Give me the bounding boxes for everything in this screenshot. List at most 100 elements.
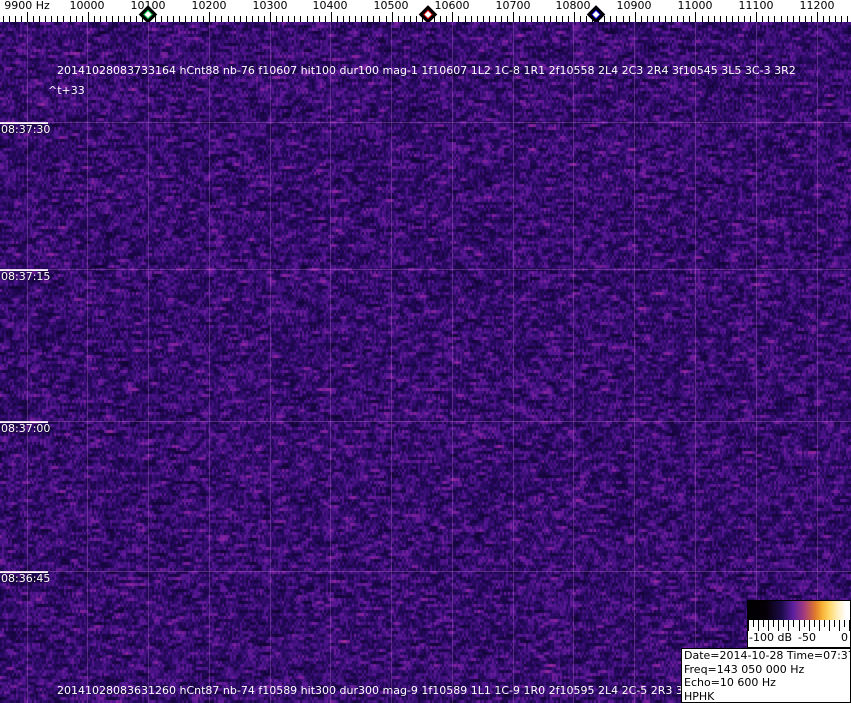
freq-tick-minor: [386, 16, 387, 22]
freq-tick-minor: [659, 16, 660, 22]
freq-tick-label: 10400: [312, 0, 348, 12]
info-station: HPHK: [684, 689, 715, 703]
freq-tick-minor: [465, 16, 466, 22]
freq-tick-minor: [671, 16, 672, 22]
freq-tick-minor: [221, 16, 222, 22]
freq-tick-minor: [507, 16, 508, 22]
frequency-axis: 9900 Hz100001010010200103001040010500106…: [0, 0, 851, 22]
freq-tick-minor: [744, 16, 745, 22]
colorbar-tick: [849, 620, 850, 631]
freq-tick-label: 10300: [252, 0, 288, 12]
freq-tick-minor: [161, 16, 162, 22]
freq-tick-minor: [337, 16, 338, 22]
waterfall-plot[interactable]: 20141028083733164 hCnt88 nb-76 f10607 hi…: [0, 22, 851, 703]
freq-tick-minor: [726, 16, 727, 22]
freq-tick-minor: [106, 16, 107, 22]
colorbar-tick: [839, 620, 840, 631]
vertical-gridline: [330, 22, 331, 703]
colorbar-ticks: [748, 620, 850, 631]
freq-tick-minor: [45, 16, 46, 22]
freq-tick-minor: [3, 16, 4, 22]
freq-tick-minor: [355, 16, 356, 22]
freq-tick-minor: [641, 16, 642, 22]
freq-tick-minor: [750, 16, 751, 22]
freq-tick-minor: [835, 16, 836, 22]
colorbar-legend: -100 dB -50 0: [747, 600, 851, 648]
freq-tick-label: 10700: [495, 0, 531, 12]
freq-tick-minor: [708, 16, 709, 22]
freq-tick-minor: [319, 16, 320, 22]
vertical-gridline: [817, 22, 818, 703]
time-axis-label: 08:37:15: [1, 270, 51, 283]
colorbar-tick: [814, 620, 815, 627]
freq-tick-minor: [288, 16, 289, 22]
freq-tick-minor: [811, 16, 812, 22]
freq-tick-minor: [799, 16, 800, 22]
freq-tick-label: 10600: [434, 0, 470, 12]
freq-tick-minor: [367, 16, 368, 22]
freq-tick-minor: [471, 16, 472, 22]
vertical-gridline: [27, 22, 28, 703]
freq-tick-minor: [179, 16, 180, 22]
freq-tick-minor: [294, 16, 295, 22]
freq-tick-major: [635, 12, 636, 22]
freq-tick-minor: [647, 16, 648, 22]
info-frequency: Freq=143 050 000 Hz: [684, 662, 805, 676]
time-axis-label: 08:37:30: [1, 123, 51, 136]
colorbar-tick: [804, 620, 805, 627]
freq-tick-minor: [76, 16, 77, 22]
freq-tick-minor: [665, 16, 666, 22]
freq-tick-minor: [398, 16, 399, 22]
freq-tick-major: [756, 12, 757, 22]
info-panel: Date=2014-10-28 Time=07:37 UTC Freq=143 …: [681, 648, 851, 703]
freq-tick-major: [88, 12, 89, 22]
freq-tick-major: [331, 12, 332, 22]
freq-tick-minor: [39, 16, 40, 22]
freq-tick-minor: [653, 16, 654, 22]
freq-tick-label: 10800: [555, 0, 591, 12]
freq-tick-minor: [234, 16, 235, 22]
freq-tick-minor: [343, 16, 344, 22]
freq-tick-major: [817, 12, 818, 22]
freq-tick-minor: [15, 16, 16, 22]
freq-tick-minor: [118, 16, 119, 22]
colorbar-label: -100 dB: [749, 631, 792, 644]
colorbar-tick: [799, 620, 800, 631]
marker-center: [144, 10, 152, 19]
freq-tick-minor: [349, 16, 350, 22]
colorbar-label: 0: [841, 631, 848, 644]
freq-tick-minor: [51, 16, 52, 22]
freq-tick-minor: [774, 16, 775, 22]
freq-tick-minor: [501, 16, 502, 22]
freq-tick-minor: [483, 16, 484, 22]
freq-tick-minor: [70, 16, 71, 22]
freq-tick-major: [452, 12, 453, 22]
time-tick-rule: [0, 122, 48, 124]
colorbar-tick: [753, 620, 754, 627]
freq-tick-minor: [173, 16, 174, 22]
vertical-gridline: [513, 22, 514, 703]
freq-tick-minor: [604, 16, 605, 22]
vertical-gridline: [695, 22, 696, 703]
marker-center: [592, 10, 600, 19]
freq-tick-minor: [416, 16, 417, 22]
freq-tick-minor: [677, 16, 678, 22]
colorbar-tick: [748, 620, 749, 631]
vertical-gridline: [573, 22, 574, 703]
freq-tick-minor: [325, 16, 326, 22]
spectrogram-noise-canvas[interactable]: [0, 22, 851, 703]
freq-tick-minor: [276, 16, 277, 22]
colorbar-tick: [763, 620, 764, 627]
time-tick-rule: [0, 269, 48, 271]
event-time-offset-marker: ^t+33: [48, 84, 85, 97]
freq-tick-minor: [313, 16, 314, 22]
freq-tick-minor: [282, 16, 283, 22]
freq-tick-minor: [732, 16, 733, 22]
freq-tick-minor: [489, 16, 490, 22]
freq-tick-minor: [458, 16, 459, 22]
time-axis-label: 08:37:00: [1, 422, 51, 435]
colorbar-tick: [783, 620, 784, 627]
freq-tick-label: 9900 Hz: [4, 0, 50, 12]
freq-tick-label: 11000: [677, 0, 713, 12]
horizontal-gridline: [0, 421, 851, 422]
